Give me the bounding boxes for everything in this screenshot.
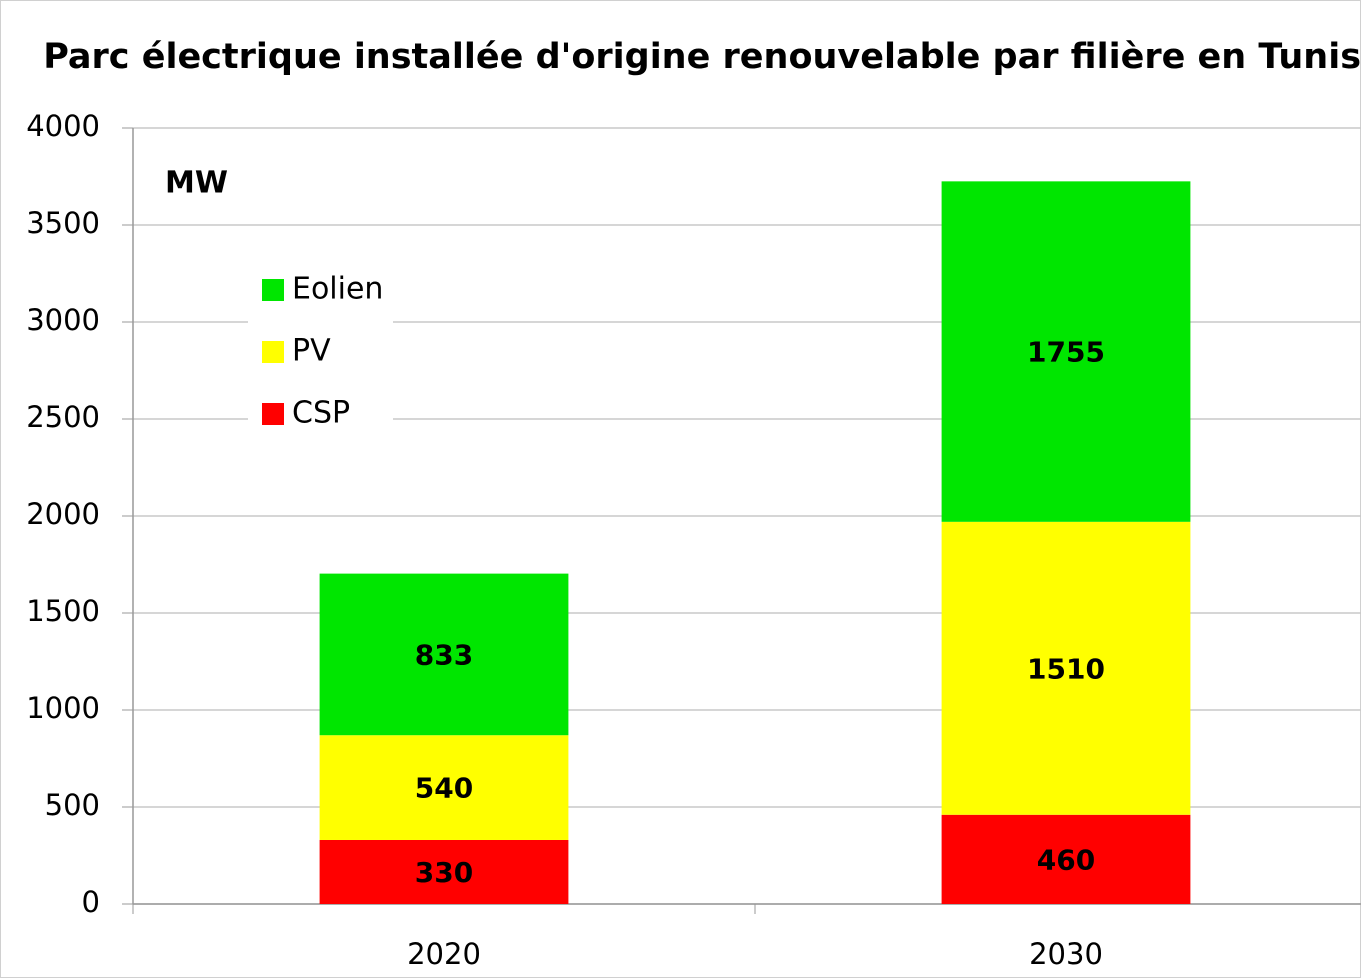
chart-title: Parc électrique installée d'origine reno… bbox=[43, 37, 1361, 77]
y-tick-label: 1500 bbox=[26, 594, 100, 628]
marks bbox=[319, 181, 1191, 904]
y-tick-label: 4000 bbox=[26, 109, 100, 143]
x-tick-label: 2020 bbox=[407, 937, 481, 971]
y-tick-label: 1000 bbox=[26, 691, 100, 725]
bar-segment bbox=[941, 521, 1191, 815]
bar-segment bbox=[319, 839, 569, 904]
data-label: 460 bbox=[1037, 843, 1095, 876]
bar-segment bbox=[941, 814, 1191, 904]
bar-segment bbox=[319, 573, 569, 736]
bar-segment bbox=[319, 735, 569, 840]
data-label: 833 bbox=[415, 638, 473, 671]
y-tick-label: 0 bbox=[82, 885, 100, 919]
data-label: 1755 bbox=[1027, 336, 1105, 369]
y-tick-label: 500 bbox=[45, 788, 100, 822]
legend-label: PV bbox=[292, 334, 331, 369]
x-tick-label: 2030 bbox=[1029, 937, 1103, 971]
data-label: 1510 bbox=[1027, 652, 1105, 685]
y-tick-label: 3500 bbox=[26, 206, 100, 240]
unit-annotation: MW bbox=[165, 166, 228, 201]
legend-label: Eolien bbox=[292, 272, 383, 307]
legend-swatch bbox=[262, 341, 284, 363]
y-tick-label: 2000 bbox=[26, 497, 100, 531]
data-label: 330 bbox=[415, 856, 473, 889]
data-label: 540 bbox=[415, 772, 473, 805]
bar-segment bbox=[941, 181, 1191, 522]
legend-swatch bbox=[262, 279, 284, 301]
y-tick-label: 3000 bbox=[26, 303, 100, 337]
y-tick-label: 2500 bbox=[26, 400, 100, 434]
legend-label: CSP bbox=[292, 396, 350, 431]
legend-swatch bbox=[262, 403, 284, 425]
